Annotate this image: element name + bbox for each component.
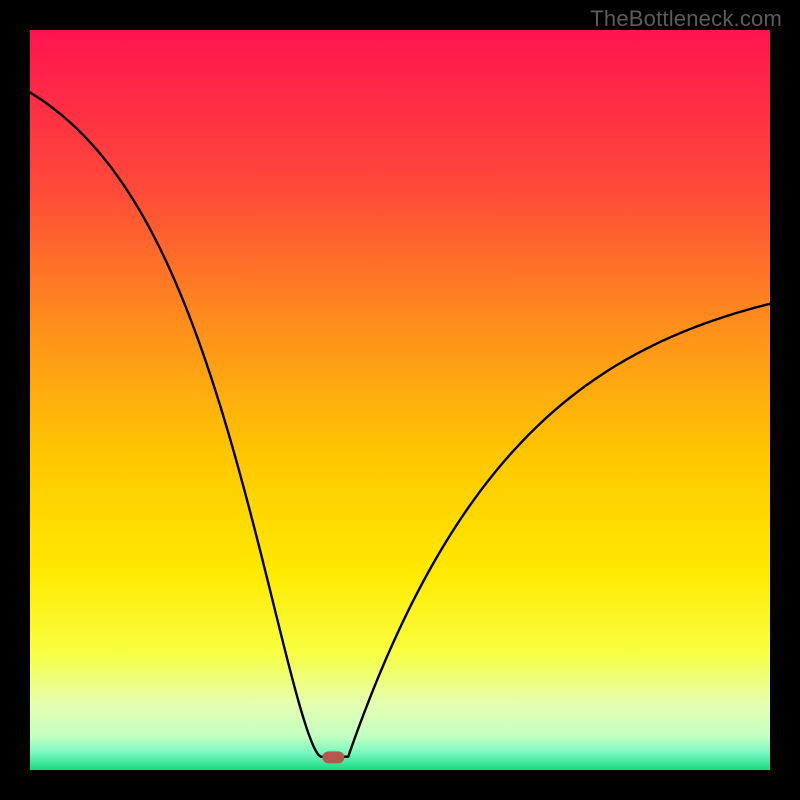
chart-frame: TheBottleneck.com	[0, 0, 800, 800]
bottleneck-curve	[30, 30, 770, 770]
plot-area	[30, 30, 770, 770]
watermark-text: TheBottleneck.com	[590, 6, 782, 32]
curve-path	[30, 92, 770, 756]
optimum-marker	[322, 751, 344, 763]
